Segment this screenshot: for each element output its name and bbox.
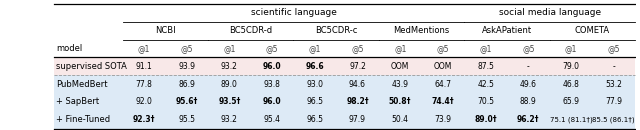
Text: 93.8: 93.8: [264, 80, 280, 89]
Text: 89.0†: 89.0†: [474, 115, 497, 124]
Text: 89.0: 89.0: [221, 80, 238, 89]
Text: 98.2†: 98.2†: [346, 98, 369, 106]
Text: 92.3†: 92.3†: [132, 115, 156, 124]
Text: 87.5: 87.5: [477, 62, 494, 71]
Text: OOM: OOM: [434, 62, 452, 71]
Text: BC5CDR-d: BC5CDR-d: [229, 26, 272, 35]
Text: social media language: social media language: [499, 8, 601, 17]
Text: supervised SOTA: supervised SOTA: [56, 62, 127, 71]
Text: @5: @5: [266, 44, 278, 53]
Text: 96.5: 96.5: [307, 115, 323, 124]
Text: AskAPatient: AskAPatient: [482, 26, 532, 35]
Text: model: model: [56, 44, 83, 53]
Text: 95.4: 95.4: [264, 115, 280, 124]
Text: 96.0: 96.0: [263, 62, 282, 71]
Text: 95.5: 95.5: [178, 115, 195, 124]
Text: 93.9: 93.9: [178, 62, 195, 71]
Text: 93.5†: 93.5†: [218, 98, 241, 106]
Text: 88.9: 88.9: [520, 98, 537, 106]
Text: @5: @5: [522, 44, 534, 53]
Text: 65.9: 65.9: [563, 98, 579, 106]
Text: 95.6†: 95.6†: [175, 98, 198, 106]
Text: 74.4†: 74.4†: [431, 98, 454, 106]
Text: @5: @5: [180, 44, 193, 53]
Text: 96.5: 96.5: [307, 98, 323, 106]
Text: 77.8: 77.8: [136, 80, 152, 89]
Text: 43.9: 43.9: [392, 80, 409, 89]
Text: 85.5 (86.1†): 85.5 (86.1†): [593, 116, 635, 123]
Text: 93.2: 93.2: [221, 62, 238, 71]
Text: 49.6: 49.6: [520, 80, 537, 89]
Text: 86.9: 86.9: [179, 80, 195, 89]
Text: 77.9: 77.9: [605, 98, 622, 106]
Text: 73.9: 73.9: [435, 115, 451, 124]
Text: @1: @1: [565, 44, 577, 53]
Text: 92.0: 92.0: [136, 98, 152, 106]
Text: 75.1 (81.1†): 75.1 (81.1†): [550, 116, 593, 123]
Text: 70.5: 70.5: [477, 98, 494, 106]
Bar: [54, 93, 635, 111]
Text: @5: @5: [351, 44, 364, 53]
Text: 93.2: 93.2: [221, 115, 238, 124]
Text: -: -: [527, 62, 530, 71]
Text: 96.0: 96.0: [263, 98, 282, 106]
Bar: [54, 75, 635, 93]
Text: 97.2: 97.2: [349, 62, 366, 71]
Text: -: -: [612, 62, 615, 71]
Text: + SapBert: + SapBert: [56, 98, 99, 106]
Text: 96.2†: 96.2†: [517, 115, 540, 124]
Text: scientific language: scientific language: [250, 8, 337, 17]
Text: 46.8: 46.8: [563, 80, 579, 89]
Text: 79.0: 79.0: [563, 62, 579, 71]
Text: 50.8†: 50.8†: [389, 98, 412, 106]
Text: @5: @5: [607, 44, 620, 53]
Text: 94.6: 94.6: [349, 80, 366, 89]
Text: + Fine-Tuned: + Fine-Tuned: [56, 115, 110, 124]
Bar: [54, 57, 635, 75]
Text: BC5CDR-c: BC5CDR-c: [315, 26, 357, 35]
Text: COMETA: COMETA: [575, 26, 610, 35]
Text: @1: @1: [308, 44, 321, 53]
Text: 64.7: 64.7: [435, 80, 451, 89]
Text: @1: @1: [394, 44, 406, 53]
Text: @1: @1: [138, 44, 150, 53]
Text: 42.5: 42.5: [477, 80, 494, 89]
Text: NCBI: NCBI: [155, 26, 175, 35]
Text: 91.1: 91.1: [136, 62, 152, 71]
Text: PubMedBert: PubMedBert: [56, 80, 108, 89]
Text: 96.6: 96.6: [305, 62, 324, 71]
Text: 53.2: 53.2: [605, 80, 622, 89]
Text: @1: @1: [479, 44, 492, 53]
Text: MedMentions: MedMentions: [394, 26, 450, 35]
Text: 97.9: 97.9: [349, 115, 366, 124]
Text: 93.0: 93.0: [307, 80, 323, 89]
Text: 50.4: 50.4: [392, 115, 409, 124]
Text: @1: @1: [223, 44, 236, 53]
Text: OOM: OOM: [391, 62, 410, 71]
Text: @5: @5: [436, 44, 449, 53]
Bar: [54, 111, 635, 129]
